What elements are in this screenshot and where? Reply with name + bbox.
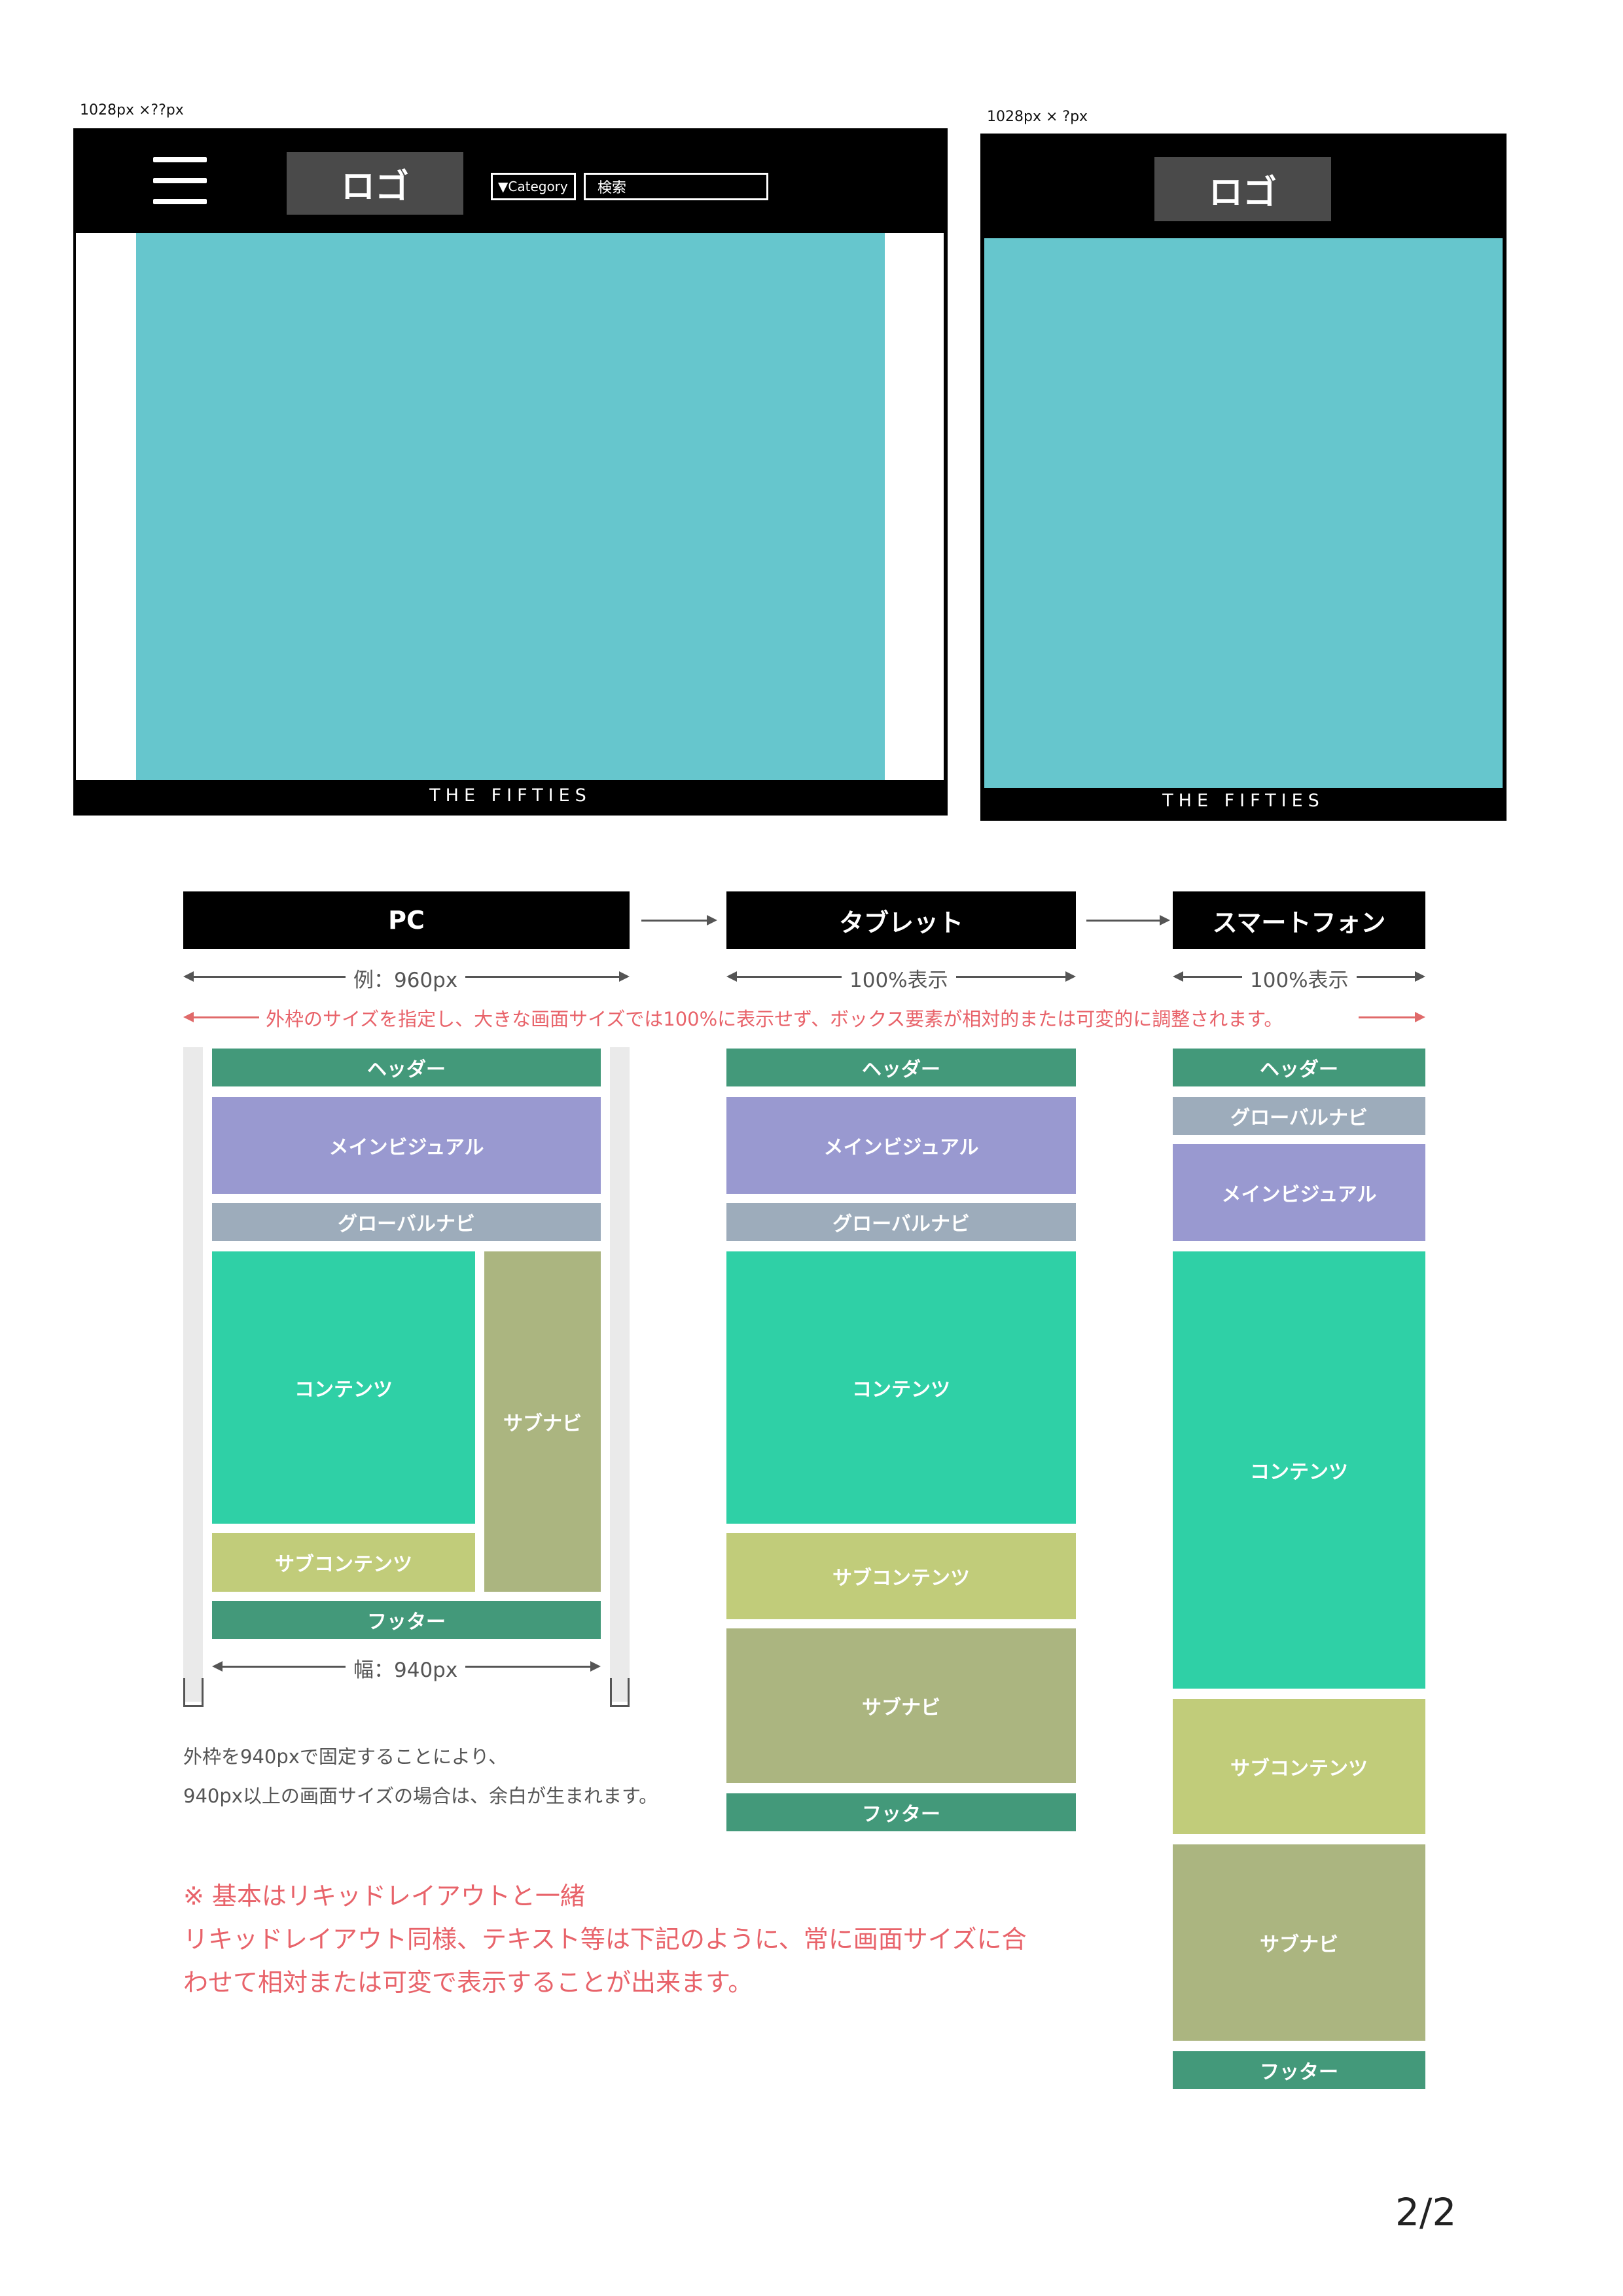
pc-sub-contents-block: サブコンテンツ [212,1533,475,1592]
tablet-sub-contents-block: サブコンテンツ [726,1533,1076,1619]
bracket-right-inner [610,1678,612,1707]
arrow-head [1415,1012,1425,1022]
tablet-main-visual-block: メインビジュアル [726,1097,1076,1194]
arrow-head [619,971,630,982]
smartphone-contents-block: コンテンツ [1173,1251,1425,1689]
bracket-left-base [183,1705,204,1707]
arrow-pc-to-tablet [641,920,707,922]
arrow-head [183,1012,194,1022]
pc-outer-margin-right [610,1047,630,1702]
hamburger-icon[interactable] [153,157,207,204]
content-area [984,238,1503,788]
smartphone-sub-contents-block: サブコンテンツ [1173,1699,1425,1834]
tablet-dimension-label: 100%表示 [842,963,956,993]
search-input[interactable]: 検索 [584,173,768,200]
tablet-global-nav-block: グローバルナビ [726,1203,1076,1241]
arrow-head [212,1661,223,1672]
arrow-head [1173,971,1183,982]
arrow-head [726,971,737,982]
red-arrow-left [194,1016,259,1018]
pc-sub-nav-block: サブナビ [484,1251,601,1592]
pc-global-nav-block: グローバルナビ [212,1203,601,1241]
category-select[interactable]: ▼Category [491,173,576,200]
pc-mockup: ロゴ ▼Category 検索 THE FIFTIES [73,128,948,816]
red-arrow-right [1359,1016,1415,1018]
pc-header-block: ヘッダー [212,1049,601,1086]
red-note-line-2: リキッドレイアウト同様、テキスト等は下記のように、常に画面サイズに合 [183,1925,1027,1954]
red-note-line-3: わせて相対または可変で表示することが出来ます。 [183,1968,753,1997]
pc-footer-block: フッター [212,1601,601,1639]
mock-footer-text: THE FIFTIES [429,785,592,806]
pc-heading: PC [183,891,630,949]
tablet-heading: タブレット [726,891,1076,949]
tablet-header-block: ヘッダー [726,1049,1076,1086]
pc-contents-block: コンテンツ [212,1251,475,1524]
smartphone-sub-nav-block: サブナビ [1173,1844,1425,2041]
mobile-mock-size-label: 1028px × ?px [987,109,1088,125]
tablet-footer-block: フッター [726,1793,1076,1831]
mobile-mockup: ロゴ THE FIFTIES [980,134,1507,821]
red-note-line-1: ※ 基本はリキッドレイアウトと一緒 [183,1882,585,1910]
bracket-right-base [610,1705,630,1707]
bracket-left [183,1678,185,1707]
pc-main-visual-block: メインビジュアル [212,1097,601,1194]
tablet-sub-nav-block: サブナビ [726,1628,1076,1783]
tablet-contents-block: コンテンツ [726,1251,1076,1524]
pc-note-line-1: 外枠を940pxで固定することにより、 [183,1746,508,1768]
red-caption: 外枠のサイズを指定し、大きな画面サイズでは100%に表示せず、ボックス要素が相対… [266,1008,1283,1030]
smartphone-global-nav-block: グローバルナビ [1173,1097,1425,1135]
arrow-head [590,1661,601,1672]
smartphone-dimension-label: 100%表示 [1242,963,1357,993]
pc-mock-size-label: 1028px ×??px [80,102,184,118]
arrow-head [183,971,194,982]
pc-inner-dimension-label: 幅：940px [346,1653,466,1683]
arrow-tablet-to-smartphone [1086,920,1160,922]
page-number: 2/2 [1395,2190,1457,2234]
mock-footer-text: THE FIFTIES [1162,791,1325,811]
content-area [136,233,885,780]
arrow-head [707,915,717,925]
smartphone-heading: スマートフォン [1173,891,1425,949]
bracket-right [628,1678,630,1707]
arrow-head [1160,915,1170,925]
pc-dimension-label: 例：960px [346,963,466,993]
smartphone-header-block: ヘッダー [1173,1049,1425,1086]
smartphone-footer-block: フッター [1173,2051,1425,2089]
bracket-left-inner [202,1678,204,1707]
pc-outer-margin-left [183,1047,203,1702]
smartphone-main-visual-block: メインビジュアル [1173,1144,1425,1241]
logo: ロゴ [1154,157,1331,221]
logo: ロゴ [287,152,463,215]
arrow-head [1415,971,1425,982]
arrow-head [1065,971,1076,982]
pc-note-line-2: 940px以上の画面サイズの場合は、余白が生まれます。 [183,1785,658,1807]
